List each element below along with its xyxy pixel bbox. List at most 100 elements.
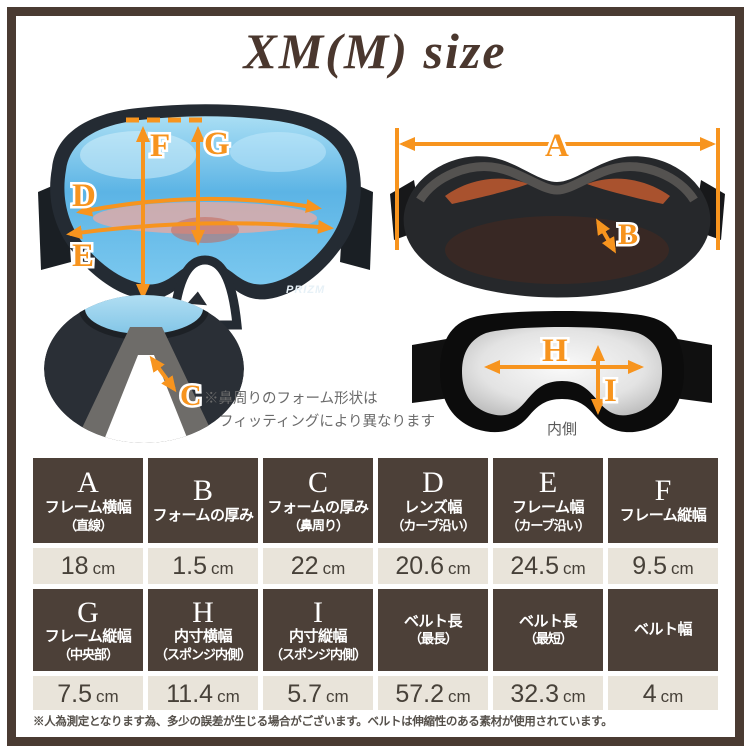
inner-lens-right bbox=[587, 178, 670, 204]
lens-highlight bbox=[230, 132, 326, 172]
size-sub: （カーブ沿い） bbox=[391, 517, 475, 533]
size-unit: cm bbox=[217, 687, 240, 706]
size-name: レンズ幅 bbox=[404, 498, 462, 516]
lens-highlight bbox=[80, 131, 196, 179]
nose-measure-annotations: C bbox=[149, 355, 204, 415]
size-value: 11.4 bbox=[166, 680, 214, 708]
size-name: フレーム横幅 bbox=[44, 498, 132, 516]
value-cell-i: 5.7 cm bbox=[263, 676, 373, 710]
measure-arrow-e bbox=[66, 219, 334, 240]
size-name: 内寸横幅 bbox=[173, 628, 233, 646]
size-letter: I bbox=[313, 595, 323, 629]
nose-foam-note-line2: フィッティングにより異なります bbox=[219, 414, 436, 431]
size-name: ベルト長 bbox=[403, 612, 463, 630]
header-cell-e: E フレーム幅 （カーブ沿い） bbox=[493, 458, 603, 543]
size-unit: cm bbox=[326, 687, 349, 706]
header-cell-belt-width: ベルト幅 bbox=[608, 589, 718, 671]
size-value: 4 bbox=[642, 680, 657, 708]
size-value: 7.5 bbox=[57, 680, 93, 708]
front-measure-annotations: F G D E bbox=[66, 117, 334, 300]
size-value: 24.5 bbox=[510, 552, 559, 580]
header-cell-i: I 内寸縦幅 （スポンジ内側） bbox=[263, 589, 373, 671]
size-letter: D bbox=[422, 466, 444, 500]
top-measure-annotations: A B bbox=[395, 126, 720, 254]
goggle-inside-illustration bbox=[412, 311, 712, 433]
goggle-front-view-diagram: PRIZM F G D E bbox=[38, 104, 373, 330]
lens-brand-text: PRIZM bbox=[286, 284, 325, 296]
measure-label-a: A bbox=[545, 128, 569, 164]
size-value: 1.5 bbox=[172, 552, 208, 580]
value-cell-a: 18 cm bbox=[33, 548, 143, 584]
size-name: フォームの厚み bbox=[152, 506, 254, 524]
lens-reflection-core bbox=[171, 217, 239, 243]
size-value: 5.7 bbox=[287, 680, 323, 708]
header-cell-f: F フレーム縦幅 bbox=[608, 458, 718, 543]
measure-label-i: I bbox=[604, 373, 617, 409]
header-cell-belt-min: ベルト長 （最短） bbox=[493, 589, 603, 671]
size-unit: cm bbox=[92, 559, 116, 578]
value-cell-f: 9.5 cm bbox=[608, 548, 718, 584]
value-cell-h: 11.4 cm bbox=[148, 676, 258, 710]
value-cell-belt-min: 32.3 cm bbox=[493, 676, 603, 710]
size-unit: cm bbox=[563, 559, 586, 578]
size-letter: F bbox=[654, 474, 672, 508]
size-name: 内寸縦幅 bbox=[288, 628, 348, 646]
back-measure-annotations: H I 内側 bbox=[484, 331, 644, 438]
goggle-top-photo bbox=[390, 156, 725, 298]
value-cell-g: 7.5 cm bbox=[33, 676, 143, 710]
page-title: XM(M) size bbox=[243, 23, 507, 79]
header-cell-d: D レンズ幅 （カーブ沿い） bbox=[378, 458, 488, 543]
size-name: ベルト長 bbox=[518, 612, 578, 630]
size-letter: E bbox=[538, 466, 558, 500]
measure-label-d: D bbox=[72, 178, 96, 214]
measure-label-c: C bbox=[180, 379, 202, 412]
header-cell-g: G フレーム縦幅 （中央部） bbox=[33, 589, 143, 671]
goggle-inside-view-diagram: H I 内側 bbox=[412, 311, 712, 438]
value-cell-b: 1.5 cm bbox=[148, 548, 258, 584]
inside-caption: 内側 bbox=[547, 421, 577, 438]
size-name: ベルト幅 bbox=[633, 620, 693, 638]
header-cell-a: A フレーム横幅 （直線） bbox=[33, 458, 143, 543]
header-cell-b: B フォームの厚み bbox=[148, 458, 258, 543]
size-letter: C bbox=[307, 466, 328, 500]
size-sub: （中央部） bbox=[57, 647, 119, 662]
measure-label-e: E bbox=[72, 238, 94, 274]
size-unit: cm bbox=[448, 687, 471, 706]
header-cell-c: C フォームの厚み （鼻周り） bbox=[263, 458, 373, 543]
nose-gap bbox=[102, 355, 190, 443]
size-unit: cm bbox=[96, 687, 119, 706]
size-unit: cm bbox=[671, 559, 694, 578]
size-sub: （スポンジ内側） bbox=[154, 647, 252, 662]
value-cell-c: 22 cm bbox=[263, 548, 373, 584]
size-name: フォームの厚み bbox=[267, 498, 369, 516]
size-sub: （最短） bbox=[523, 631, 573, 647]
size-sub: （鼻周り） bbox=[287, 517, 349, 533]
value-cell-belt-max: 57.2 cm bbox=[378, 676, 488, 710]
size-sub: （スポンジ内側） bbox=[269, 647, 367, 662]
nose-foam-closeup-diagram: C bbox=[44, 286, 244, 443]
size-sub: （最長） bbox=[408, 631, 458, 647]
size-value: 18 bbox=[60, 552, 89, 580]
value-cell-d: 20.6 cm bbox=[378, 548, 488, 584]
size-letter: G bbox=[77, 595, 99, 629]
measure-label-h: H bbox=[542, 333, 568, 369]
size-name: フレーム縦幅 bbox=[619, 506, 707, 524]
size-unit: cm bbox=[322, 559, 346, 578]
size-unit: cm bbox=[211, 559, 234, 578]
header-cell-belt-max: ベルト長 （最長） bbox=[378, 589, 488, 671]
header-cell-h: H 内寸横幅 （スポンジ内側） bbox=[148, 589, 258, 671]
size-unit: cm bbox=[660, 687, 684, 706]
size-value: 9.5 bbox=[632, 552, 668, 580]
size-value: 20.6 bbox=[395, 552, 444, 580]
size-value: 22 bbox=[290, 552, 319, 580]
nose-foam-photo bbox=[44, 295, 244, 443]
measure-arrow-b bbox=[596, 218, 616, 254]
size-letter: A bbox=[77, 466, 99, 500]
inner-lens-left bbox=[445, 178, 528, 204]
size-name: フレーム縦幅 bbox=[44, 628, 132, 646]
foam-rim bbox=[416, 162, 698, 203]
measure-label-g: G bbox=[204, 126, 230, 162]
size-sub: （直線） bbox=[63, 517, 113, 533]
goggle-top-view-diagram: A B bbox=[390, 126, 725, 298]
